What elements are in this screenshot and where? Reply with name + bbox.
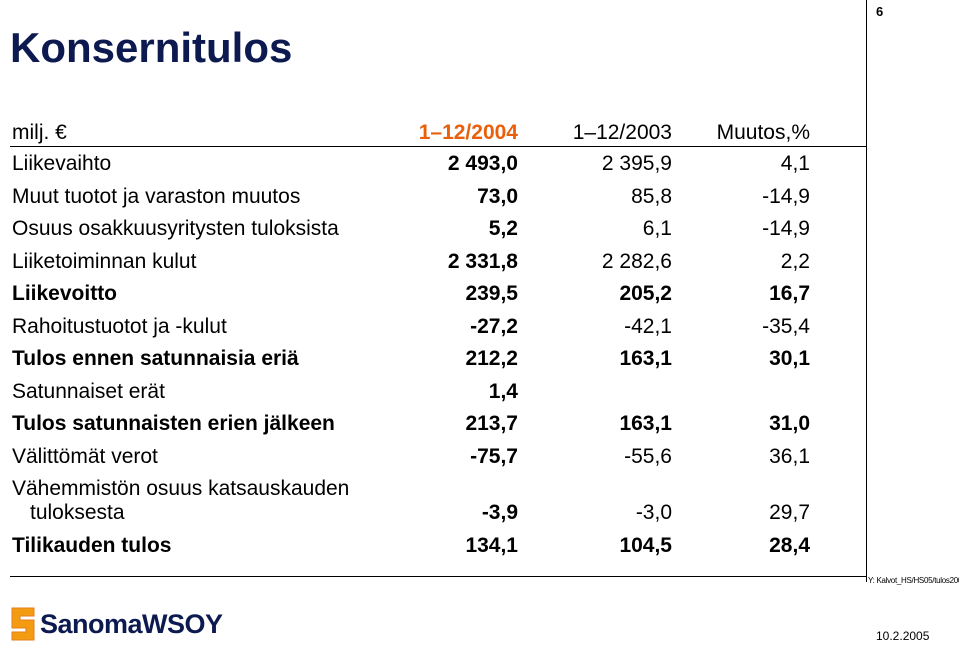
date: 10.2.2005 xyxy=(876,629,930,643)
logo-icon xyxy=(11,607,35,641)
header-rule xyxy=(10,146,866,147)
cell-value: 2 493,0 xyxy=(447,152,518,175)
row-label: Satunnaiset erät xyxy=(12,379,165,403)
divider xyxy=(866,0,867,582)
cell-value: 104,5 xyxy=(619,533,672,557)
cell-value: 239,5 xyxy=(465,282,518,305)
row-label: Tulos ennen satunnaisia eriä xyxy=(12,347,299,370)
row-label: Osuus osakkuusyritysten tuloksista xyxy=(12,217,339,240)
cell-value: 134,1 xyxy=(465,533,518,557)
cell-value: 212,2 xyxy=(465,347,518,370)
cell-value: 36,1 xyxy=(769,444,810,468)
column-header: 1–12/2004 xyxy=(418,121,518,144)
cell-value: 1,4 xyxy=(488,379,518,403)
cell-value: -3,0 xyxy=(635,501,672,524)
file-ref: Y: Kalvot_HS/HS05/tulos2004 xyxy=(868,576,959,585)
page-number: 6 xyxy=(876,4,884,19)
cell-value: 73,0 xyxy=(477,184,518,208)
cell-value: -14,9 xyxy=(762,217,810,240)
cell-value: 2 331,8 xyxy=(447,249,518,273)
cell-value: 29,7 xyxy=(769,501,810,524)
cell-value: 31,0 xyxy=(769,412,810,435)
cell-value: 2 395,9 xyxy=(601,152,672,175)
column-header: Muutos,% xyxy=(716,121,810,144)
cell-value: -42,1 xyxy=(624,314,672,338)
cell-value: 16,7 xyxy=(769,282,810,305)
cell-value: 4,1 xyxy=(780,152,810,175)
row-label: Välittömät verot xyxy=(12,444,158,468)
row-label: Liikevaihto xyxy=(12,152,112,175)
cell-value: 2 282,6 xyxy=(601,249,672,273)
cell-value: 163,1 xyxy=(619,347,672,370)
title: Konsernitulos xyxy=(10,24,293,71)
row-label: Tulos satunnaisten erien jälkeen xyxy=(12,412,335,435)
cell-value: 163,1 xyxy=(619,412,672,435)
row-label: Tilikauden tulos xyxy=(12,533,172,557)
cell-value: -55,6 xyxy=(624,444,672,468)
cell-value: -27,2 xyxy=(470,314,518,338)
cell-value: -3,9 xyxy=(481,501,518,524)
column-header: 1–12/2003 xyxy=(572,121,672,144)
cell-value: 85,8 xyxy=(631,184,672,208)
cell-value: -35,4 xyxy=(762,314,810,338)
cell-value: 28,4 xyxy=(769,533,810,557)
row-label: Vähemmistön osuus katsauskauden tulokses… xyxy=(12,477,350,524)
column-header: milj. € xyxy=(12,121,67,144)
logo-text: SanomaWSOY xyxy=(40,609,223,639)
cell-value: 213,7 xyxy=(465,412,518,435)
cell-value: 5,2 xyxy=(488,217,518,240)
cell-value: 30,1 xyxy=(769,347,810,370)
row-label: Liiketoiminnan kulut xyxy=(12,249,197,273)
cell-value: -75,7 xyxy=(470,444,518,468)
cell-value: 2,2 xyxy=(780,249,810,273)
bottom-rule xyxy=(10,576,866,577)
row-label: Liikevoitto xyxy=(12,282,118,305)
row-label: Muut tuotot ja varaston muutos xyxy=(12,184,301,208)
cell-value: 205,2 xyxy=(619,282,672,305)
cell-value: 6,1 xyxy=(642,217,672,240)
cell-value: -14,9 xyxy=(762,184,810,208)
row-label: Rahoitustuotot ja -kulut xyxy=(12,314,227,338)
